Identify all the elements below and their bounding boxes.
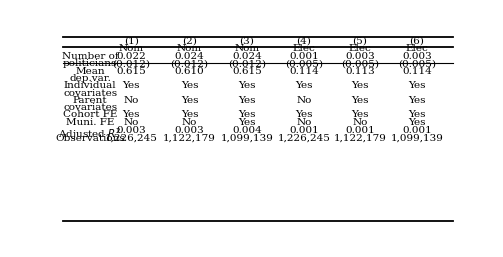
Text: 1,122,179: 1,122,179 [333, 134, 386, 143]
Text: (4): (4) [296, 37, 311, 46]
Text: (5): (5) [353, 37, 367, 46]
Text: Yes: Yes [295, 81, 312, 90]
Text: covariates: covariates [63, 103, 117, 112]
Text: (0.005): (0.005) [285, 59, 323, 68]
Text: 0.114: 0.114 [402, 67, 432, 76]
Text: 0.615: 0.615 [232, 67, 262, 76]
Text: Elec: Elec [349, 44, 371, 53]
Text: 0.610: 0.610 [175, 67, 204, 76]
Text: (0.005): (0.005) [398, 59, 436, 68]
Text: Nom: Nom [119, 44, 144, 53]
Text: 1,226,245: 1,226,245 [105, 134, 157, 143]
Text: Yes: Yes [238, 110, 256, 119]
Text: 0.001: 0.001 [289, 52, 319, 61]
Text: Yes: Yes [408, 96, 426, 105]
Text: (0.012): (0.012) [112, 59, 150, 68]
Text: Yes: Yes [408, 81, 426, 90]
Text: 1,099,139: 1,099,139 [220, 134, 273, 143]
Text: Yes: Yes [295, 110, 312, 119]
Text: (0.012): (0.012) [228, 59, 266, 68]
Text: Yes: Yes [181, 81, 198, 90]
Text: Yes: Yes [408, 110, 426, 119]
Text: 0.001: 0.001 [402, 126, 432, 135]
Text: Nom: Nom [234, 44, 260, 53]
Text: 0.001: 0.001 [289, 126, 319, 135]
Text: 0.003: 0.003 [116, 126, 146, 135]
Text: Number of: Number of [62, 52, 119, 61]
Text: Muni. FE: Muni. FE [66, 118, 114, 127]
Text: 0.003: 0.003 [175, 126, 204, 135]
Text: No: No [123, 96, 139, 105]
Text: Cohort FE: Cohort FE [63, 110, 117, 119]
Text: Yes: Yes [181, 96, 198, 105]
Text: 1,122,179: 1,122,179 [163, 134, 216, 143]
Text: 0.001: 0.001 [345, 126, 375, 135]
Text: 0.615: 0.615 [116, 67, 146, 76]
Text: Elec: Elec [405, 44, 428, 53]
Text: 0.003: 0.003 [345, 52, 375, 61]
Text: Adjusted $R^2$: Adjusted $R^2$ [58, 126, 122, 142]
Text: Elec: Elec [292, 44, 315, 53]
Text: Individual: Individual [64, 81, 117, 90]
Text: (2): (2) [182, 37, 197, 46]
Text: (0.012): (0.012) [171, 59, 209, 68]
Text: Yes: Yes [238, 96, 256, 105]
Text: No: No [123, 118, 139, 127]
Text: Nom: Nom [177, 44, 202, 53]
Text: 0.024: 0.024 [232, 52, 262, 61]
Text: Yes: Yes [351, 81, 369, 90]
Text: No: No [296, 118, 311, 127]
Text: (0.005): (0.005) [341, 59, 379, 68]
Text: Yes: Yes [408, 118, 426, 127]
Text: Yes: Yes [122, 81, 140, 90]
Text: politicians: politicians [63, 59, 117, 68]
Text: dep.var.: dep.var. [69, 74, 111, 83]
Text: 0.003: 0.003 [402, 52, 432, 61]
Text: 0.022: 0.022 [116, 52, 146, 61]
Text: No: No [182, 118, 197, 127]
Text: 1,099,139: 1,099,139 [390, 134, 443, 143]
Text: Mean: Mean [75, 67, 105, 76]
Text: No: No [352, 118, 368, 127]
Text: 0.024: 0.024 [175, 52, 204, 61]
Text: Yes: Yes [181, 110, 198, 119]
Text: 0.114: 0.114 [289, 67, 319, 76]
Text: 0.113: 0.113 [345, 67, 375, 76]
Text: Parent: Parent [73, 96, 108, 105]
Text: Yes: Yes [238, 118, 256, 127]
Text: covariates: covariates [63, 89, 117, 98]
Text: Yes: Yes [238, 81, 256, 90]
Text: Observations: Observations [55, 134, 125, 143]
Text: Yes: Yes [351, 110, 369, 119]
Text: Yes: Yes [122, 110, 140, 119]
Text: (3): (3) [239, 37, 255, 46]
Text: (1): (1) [124, 37, 138, 46]
Text: No: No [296, 96, 311, 105]
Text: 0.004: 0.004 [232, 126, 262, 135]
Text: Yes: Yes [351, 96, 369, 105]
Text: 1,226,245: 1,226,245 [277, 134, 330, 143]
Text: (6): (6) [409, 37, 424, 46]
